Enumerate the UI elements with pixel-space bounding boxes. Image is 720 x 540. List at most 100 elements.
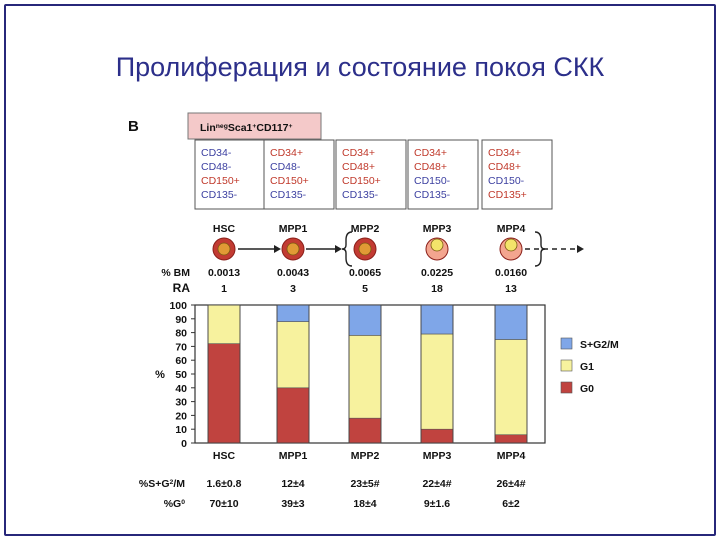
sg2m-value-3: 22±4# (422, 478, 451, 490)
cell-nucleus-mpp1 (286, 242, 300, 256)
bar-mpp3-sg2m (420, 304, 454, 335)
marker-mpp4-3: CD135+ (488, 189, 527, 201)
marker-mpp1-2: CD150+ (270, 175, 309, 187)
marker-mpp1-1: CD48- (270, 161, 301, 173)
g0-value-1: 39±3 (281, 498, 304, 510)
marker-box-mpp3 (407, 139, 479, 210)
sg2m-value-1: 12±4 (281, 478, 304, 490)
x-tick-label-hsc: HSC (213, 450, 236, 462)
marker-mpp4-1: CD48+ (488, 161, 521, 173)
gating-box (187, 112, 322, 140)
g0-row-label: %G0 (164, 498, 186, 510)
panel-label: B (128, 118, 139, 135)
arrow-hsc-mpp1-head (274, 245, 281, 253)
bm-value-mpp3: 0.0225 (421, 267, 453, 279)
bm-value-hsc: 0.0013 (208, 267, 240, 279)
y-tick-label-30: 30 (175, 397, 187, 409)
marker-mpp2-1: CD48+ (342, 161, 375, 173)
arrow-mpp1-mpp2-head (335, 245, 342, 253)
marker-mpp2-2: CD150+ (342, 175, 381, 187)
bar-mpp2-g0 (348, 417, 382, 444)
g0-value-2: 18±4 (353, 498, 376, 510)
brace-left (341, 231, 353, 267)
bar-outline-mpp1 (276, 304, 310, 444)
bar-mpp2-g1 (348, 335, 382, 419)
g0-value-3: 9±1.6 (424, 498, 450, 510)
marker-hsc-0: CD34- (201, 147, 232, 159)
x-tick-label-mpp1: MPP1 (279, 450, 308, 462)
ra-value-mpp4: 13 (505, 283, 517, 295)
population-name-hsc: HSC (213, 223, 236, 235)
bar-outline-mpp2 (348, 304, 382, 444)
y-tick-label-100: 100 (169, 300, 187, 312)
g0-value-0: 70±10 (209, 498, 238, 510)
bar-mpp4-g1 (494, 339, 528, 436)
x-tick-label-mpp4: MPP4 (497, 450, 526, 462)
ra-value-mpp1: 3 (290, 283, 296, 295)
bar-outline-mpp3 (420, 304, 454, 444)
y-tick-label-80: 80 (175, 328, 187, 340)
ra-value-hsc: 1 (221, 283, 227, 295)
bar-mpp4-sg2m (494, 304, 528, 340)
marker-box-mpp1 (263, 139, 335, 210)
ra-row-label: RA (173, 281, 191, 295)
marker-hsc-1: CD48- (201, 161, 232, 173)
population-name-mpp3: MPP3 (423, 223, 452, 235)
marker-mpp3-0: CD34+ (414, 147, 447, 159)
bm-value-mpp1: 0.0043 (277, 267, 309, 279)
legend-label-g1: G1 (580, 361, 594, 373)
y-tick-label-60: 60 (175, 355, 187, 367)
marker-box-mpp4 (481, 139, 553, 210)
marker-mpp2-0: CD34+ (342, 147, 375, 159)
marker-hsc-3: CD135- (201, 189, 238, 201)
x-tick-label-mpp3: MPP3 (423, 450, 452, 462)
sg2m-row-label: %S+G2/M (139, 478, 185, 490)
bm-value-mpp4: 0.0160 (495, 267, 527, 279)
sg2m-value-0: 1.6±0.8 (207, 478, 242, 490)
population-name-mpp1: MPP1 (279, 223, 308, 235)
legend-swatch-g1 (560, 359, 573, 372)
bar-outline-mpp4 (494, 304, 528, 444)
marker-mpp1-0: CD34+ (270, 147, 303, 159)
bar-mpp2-sg2m (348, 304, 382, 336)
bar-mpp1-g1 (276, 321, 310, 389)
marker-mpp4-0: CD34+ (488, 147, 521, 159)
y-axis-label: % (155, 369, 165, 381)
marker-hsc-2: CD150+ (201, 175, 240, 187)
gating-label: LinnegSca1+CD117+ (200, 122, 293, 134)
brace-right (534, 231, 546, 267)
legend-label-sg2m: S+G2/M (580, 339, 619, 351)
cell-nucleus-mpp2 (358, 242, 372, 256)
marker-mpp4-2: CD150- (488, 175, 525, 187)
y-tick-label-50: 50 (175, 369, 187, 381)
marker-mpp2-3: CD135- (342, 189, 379, 201)
y-tick-label-70: 70 (175, 341, 187, 353)
bar-hsc-g1 (207, 304, 241, 344)
population-name-mpp2: MPP2 (351, 223, 380, 235)
bm-row-label: % BM (161, 267, 190, 279)
legend-swatch-g0 (560, 381, 573, 394)
bm-value-mpp2: 0.0065 (349, 267, 381, 279)
bar-outline-hsc (207, 304, 241, 444)
marker-mpp3-2: CD150- (414, 175, 451, 187)
cell-nucleus-hsc (217, 242, 231, 256)
marker-mpp1-3: CD135- (270, 189, 307, 201)
y-tick-label-20: 20 (175, 410, 187, 422)
marker-box-hsc (194, 139, 266, 210)
g0-value-4: 6±2 (502, 498, 520, 510)
bar-mpp3-g0 (420, 428, 454, 444)
cell-nucleus-mpp4 (504, 238, 518, 252)
legend-swatch-sg2m (560, 337, 573, 350)
y-tick-label-90: 90 (175, 314, 187, 326)
slide-title: Пролиферация и состояние покоя СКК (115, 52, 605, 82)
ra-value-mpp3: 18 (431, 283, 443, 295)
bar-hsc-g0 (207, 343, 241, 444)
ra-value-mpp2: 5 (362, 283, 368, 295)
bar-mpp3-g1 (420, 333, 454, 430)
bar-mpp4-g0 (494, 434, 528, 444)
population-name-mpp4: MPP4 (497, 223, 526, 235)
cell-nucleus-mpp3 (430, 238, 444, 252)
y-tick-label-0: 0 (181, 438, 187, 450)
marker-mpp3-3: CD135- (414, 189, 451, 201)
